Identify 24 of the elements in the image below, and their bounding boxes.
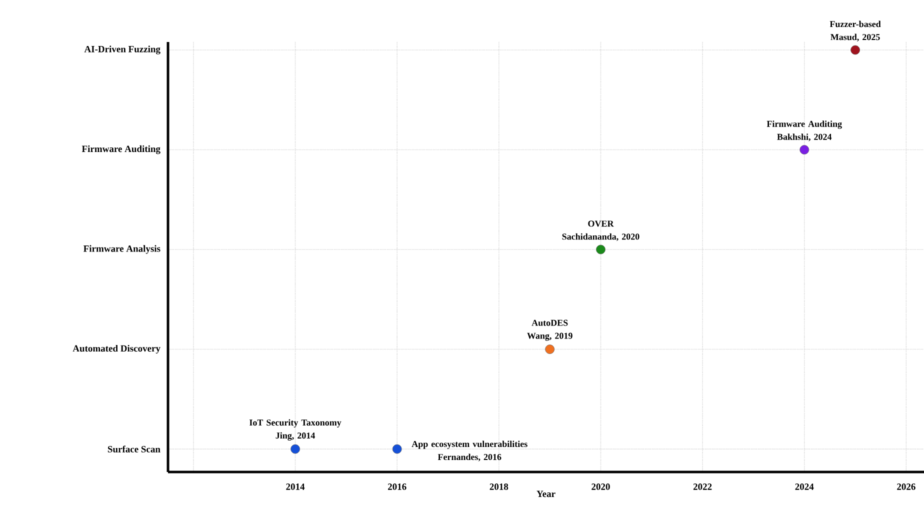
annotation: IoT Security Taxonomy Jing, 2014 (249, 419, 342, 441)
point (596, 244, 606, 254)
x-tick-label: 2026 (897, 484, 916, 490)
x-axis-title: Year (536, 490, 556, 498)
point (800, 145, 810, 154)
x-tick-label: 2020 (592, 484, 610, 490)
point (545, 344, 555, 354)
x-tick-label: 2024 (795, 484, 814, 490)
annotation: App ecosystem vulnerabilities Fernandes, 2016 (412, 440, 528, 462)
annotation: AutoDES Wang, 2019 (527, 320, 572, 341)
annotation: Firmware Auditing Bakhshi, 2024 (766, 120, 842, 142)
y-tick-label: Firmware Analysis (84, 245, 160, 254)
x-tick-label: 2022 (693, 484, 712, 490)
x-tick-label: 2014 (286, 484, 305, 490)
point (392, 444, 402, 454)
y-tick-label: Firmware Auditing (82, 145, 160, 154)
y-tick-label: Surface Scan (108, 446, 160, 452)
annotation: Fuzzer-based Masud, 2025 (830, 20, 881, 42)
x-tick-label: 2016 (388, 484, 406, 490)
y-tick-label: Automated Discovery (72, 344, 160, 354)
point (850, 45, 860, 55)
y-tick-label: AI-Driven Fuzzing (84, 46, 160, 54)
annotation: OVER Sachidananda, 2020 (562, 220, 640, 241)
x-tick-label: 2018 (490, 484, 508, 490)
